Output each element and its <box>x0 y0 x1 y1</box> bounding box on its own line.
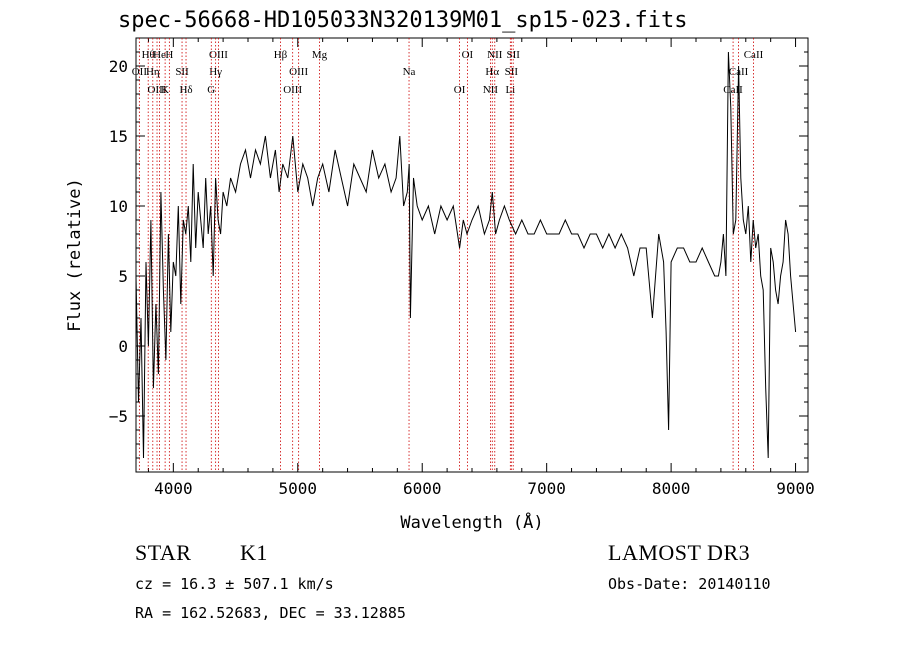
y-tick-label: 20 <box>109 57 128 76</box>
plot-frame <box>135 37 809 473</box>
line-marker-label: OII <box>132 66 148 78</box>
line-marker-label: SII <box>505 66 519 78</box>
x-tick-label: 8000 <box>652 479 691 498</box>
line-marker-label: Hα <box>485 66 499 78</box>
line-marker-label: OI <box>454 84 466 96</box>
line-marker-label: OI <box>462 49 474 61</box>
line-marker-label: NII <box>487 49 503 61</box>
line-marker-label: Hθ <box>142 49 155 61</box>
line-marker-label: Hβ <box>274 49 288 61</box>
line-marker-label: Hδ <box>179 84 192 96</box>
line-marker-label: He <box>153 49 166 61</box>
observation-date: Obs-Date: 20140110 <box>608 575 771 593</box>
x-axis-label: Wavelength (Å) <box>400 511 543 533</box>
line-marker-label: H <box>165 49 173 61</box>
x-tick-label: 4000 <box>154 479 193 498</box>
line-marker-label: SII <box>175 66 189 78</box>
y-tick-label: 15 <box>109 127 128 146</box>
line-marker-label: Na <box>403 66 416 78</box>
line-marker-label: OIII <box>209 49 228 61</box>
line-marker-label: NII <box>483 84 499 96</box>
y-tick-label: 0 <box>118 337 128 356</box>
line-marker-label: OIII <box>148 84 167 96</box>
x-tick-label: 5000 <box>279 479 318 498</box>
line-marker-label: G <box>207 84 215 96</box>
line-marker-label: Hγ <box>209 66 222 78</box>
x-tick-label: 7000 <box>527 479 566 498</box>
spectrum-line <box>135 51 797 459</box>
redshift-info: cz = 16.3 ± 507.1 km/s <box>135 575 334 593</box>
line-marker-label: OIII <box>283 84 302 96</box>
line-marker-label: CaII <box>723 84 743 96</box>
x-tick-label: 9000 <box>776 479 815 498</box>
line-marker-label: Hη <box>146 66 160 78</box>
line-marker-label: K <box>161 84 169 96</box>
line-marker-label: Li <box>505 84 515 96</box>
coordinates: RA = 162.52683, DEC = 33.12885 <box>135 604 406 622</box>
y-tick-label: 5 <box>118 267 128 286</box>
line-marker-label: Mg <box>312 49 328 61</box>
y-tick-label: 10 <box>109 197 128 216</box>
y-axis-label: Flux (relative) <box>65 178 85 332</box>
object-class: STAR <box>135 540 192 565</box>
object-subclass: K1 <box>240 540 268 565</box>
y-tick-label: −5 <box>109 407 128 426</box>
line-marker-label: SII <box>506 49 520 61</box>
x-tick-label: 6000 <box>403 479 442 498</box>
line-marker-label: CaII <box>744 49 764 61</box>
line-marker-label: OIII <box>289 66 308 78</box>
chart-title: spec-56668-HD105033N320139M01_sp15-023.f… <box>118 8 688 33</box>
survey-name: LAMOST DR3 <box>608 540 751 565</box>
